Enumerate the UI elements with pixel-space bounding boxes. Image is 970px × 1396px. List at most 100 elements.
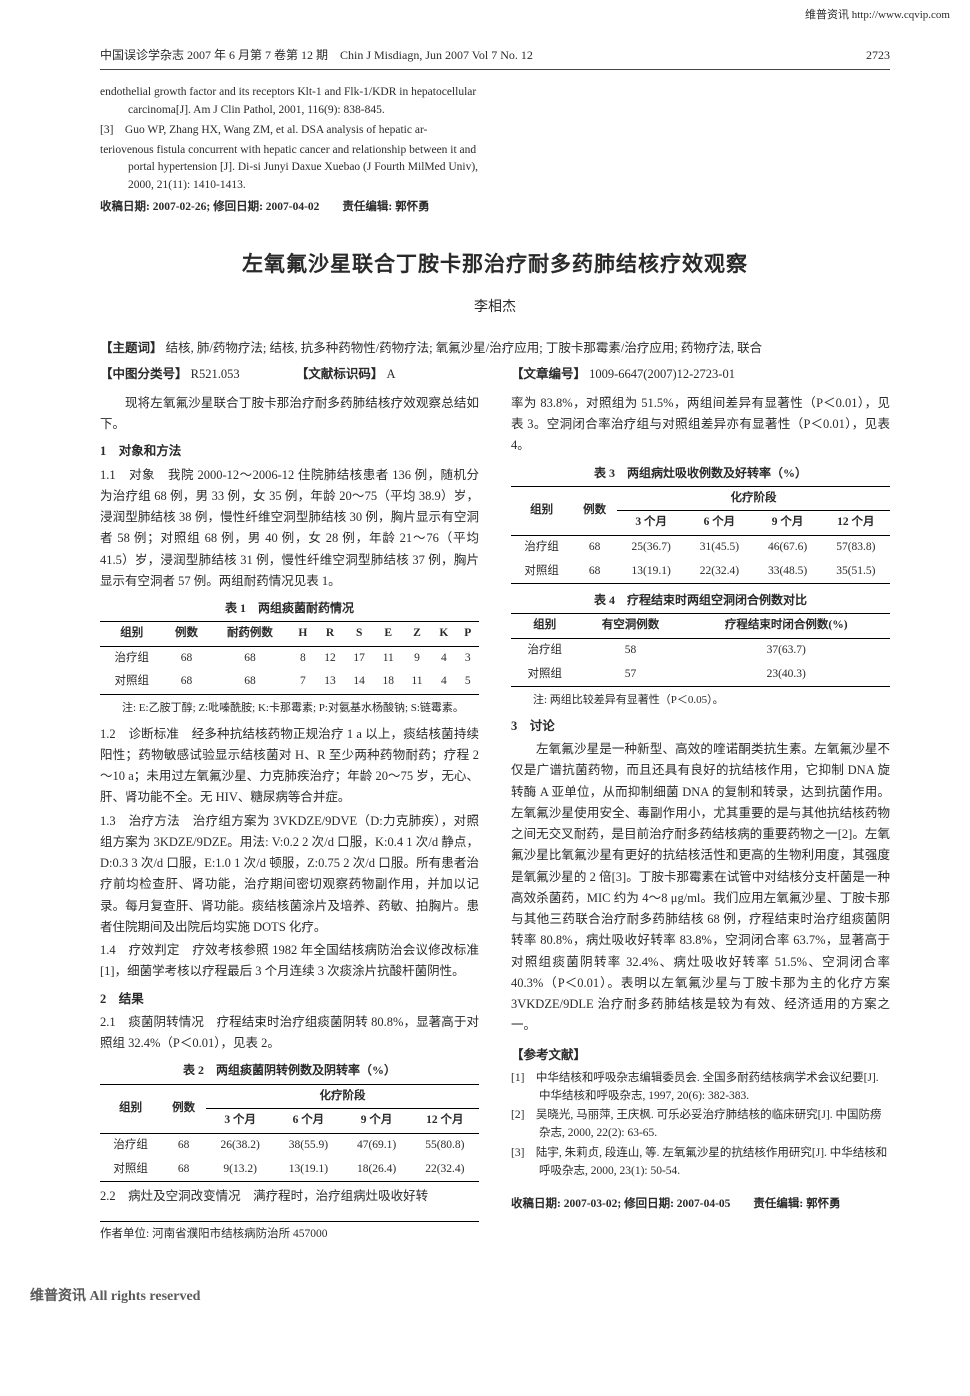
t1-c: 68 <box>210 646 291 670</box>
t3-hl1: 例数 <box>572 486 617 535</box>
t1-c: 13 <box>316 670 345 694</box>
prev-ref-1: endothelial growth factor and its recept… <box>100 84 479 120</box>
s22: 2.2 病灶及空洞改变情况 满疗程时，治疗组病灶吸收好转 <box>100 1186 479 1207</box>
t4-c: 57 <box>578 663 682 687</box>
prev-ref-3: teriovenous fistula concurrent with hepa… <box>100 142 479 195</box>
ref-2: [2] 吴晓光, 马丽萍, 王庆枫. 可乐必妥治疗肺结核的临床研究[J]. 中国… <box>511 1107 890 1143</box>
section-2-heading: 2 结果 <box>100 989 479 1010</box>
table-1: 组别 例数 耐药例数 H R S E Z K P 治疗组 68 68 8 12 <box>100 621 479 695</box>
section-3-heading: 3 讨论 <box>511 716 890 737</box>
table-3-title: 表 3 两组病灶吸收例数及好转率（%） <box>511 463 890 483</box>
t3-c: 33(48.5) <box>754 560 822 584</box>
t1-c: 5 <box>457 670 479 694</box>
t4-h1: 有空洞例数 <box>578 614 682 639</box>
t3-s1: 6 个月 <box>685 511 753 536</box>
t2-c: 47(69.1) <box>343 1133 411 1157</box>
artno-val: 1009-6647(2007)12-2723-01 <box>589 367 735 381</box>
keywords-line: 【主题词】 结核, 肺/药物疗法; 结核, 抗多种药物性/药物疗法; 氧氟沙星/… <box>100 338 890 359</box>
t1-c: 14 <box>345 670 374 694</box>
t3-c: 13(19.1) <box>617 560 685 584</box>
table-4-title: 表 4 疗程结束时两组空洞闭合例数对比 <box>511 590 890 610</box>
t2-c: 26(38.2) <box>206 1133 274 1157</box>
t1-h4: R <box>316 622 345 647</box>
article-title: 左氧氟沙星联合丁胺卡那治疗耐多药肺结核疗效观察 <box>100 247 890 283</box>
artno-row: 【文章编号】 1009-6647(2007)12-2723-01 <box>511 364 890 385</box>
t2-hl0: 组别 <box>100 1084 161 1133</box>
article-two-column: 【中图分类号】 R521.053 【文献标识码】 A 现将左氧氟沙星联合丁胺卡那… <box>100 364 890 1245</box>
prev-recv-line: 收稿日期: 2007-02-26; 修回日期: 2007-04-02 责任编辑:… <box>100 199 479 217</box>
discussion: 左氧氟沙星是一种新型、高效的喹诺酮类抗生素。左氧氟沙星不仅是广谱抗菌药物，而且还… <box>511 739 890 1037</box>
prev-article-tail: endothelial growth factor and its recept… <box>100 84 890 219</box>
t1-c: 11 <box>403 670 431 694</box>
article-author: 李相杰 <box>100 296 890 320</box>
t1-c: 9 <box>403 646 431 670</box>
table-3: 组别 例数 化疗阶段 3 个月 6 个月 9 个月 12 个月 治疗组 68 2… <box>511 486 890 584</box>
journal-header-left: 中国误诊学杂志 2007 年 6 月第 7 卷第 12 期 Chin J Mis… <box>100 45 533 65</box>
references-heading: 【参考文献】 <box>511 1045 890 1066</box>
docid-val: A <box>387 367 396 381</box>
t3-s2: 9 个月 <box>754 511 822 536</box>
bottom-watermark: 维普资讯 All rights reserved <box>0 1275 970 1327</box>
t3-c: 68 <box>572 560 617 584</box>
t1-c: 8 <box>290 646 315 670</box>
t3-c: 25(36.7) <box>617 535 685 559</box>
docid-label: 【文献标识码】 <box>296 367 384 381</box>
t3-c: 31(45.5) <box>685 535 753 559</box>
col2-cont: 率为 83.8%，对照组为 51.5%，两组间差异有显著性（P＜0.01），见表… <box>511 393 890 457</box>
table-3-block: 表 3 两组病灶吸收例数及好转率（%） 组别 例数 化疗阶段 3 个月 6 个月… <box>511 463 890 585</box>
t2-stage-label: 化疗阶段 <box>206 1084 479 1109</box>
section-1-heading: 1 对象和方法 <box>100 441 479 462</box>
t2-c: 38(55.9) <box>274 1133 342 1157</box>
t2-c: 22(32.4) <box>411 1158 479 1182</box>
top-watermark: 维普资讯 http://www.cqvip.com <box>0 0 970 25</box>
t1-c: 3 <box>457 646 479 670</box>
page-number: 2723 <box>866 45 890 65</box>
table-2: 组别 例数 化疗阶段 3 个月 6 个月 9 个月 12 个月 治疗组 68 2… <box>100 1084 479 1182</box>
t3-s3: 12 个月 <box>822 511 890 536</box>
t3-c: 68 <box>572 535 617 559</box>
t4-c: 治疗组 <box>511 639 578 663</box>
t3-c: 治疗组 <box>511 535 572 559</box>
running-header: 中国误诊学杂志 2007 年 6 月第 7 卷第 12 期 Chin J Mis… <box>100 45 890 70</box>
class-val: R521.053 <box>191 367 240 381</box>
t2-c: 68 <box>161 1133 206 1157</box>
table-1-title: 表 1 两组痰菌耐药情况 <box>100 598 479 618</box>
page-body: 中国误诊学杂志 2007 年 6 月第 7 卷第 12 期 Chin J Mis… <box>0 25 970 1275</box>
t1-c: 对照组 <box>100 670 163 694</box>
keywords-text: 结核, 肺/药物疗法; 结核, 抗多种药物性/药物疗法; 氧氟沙星/治疗应用; … <box>166 341 763 355</box>
t1-h0: 组别 <box>100 622 163 647</box>
table-1-block: 表 1 两组痰菌耐药情况 组别 例数 耐药例数 H R S E Z K P 治疗… <box>100 598 479 718</box>
t3-hl0: 组别 <box>511 486 572 535</box>
table-1-note: 注: E:乙胺丁醇; Z:吡嗪酰胺; K:卡那霉素; P:对氨基水杨酸钠; S:… <box>100 699 479 718</box>
artno-label: 【文章编号】 <box>511 367 586 381</box>
t3-c: 22(32.4) <box>685 560 753 584</box>
t3-s0: 3 个月 <box>617 511 685 536</box>
t4-c: 37(63.7) <box>682 639 890 663</box>
t1-c: 18 <box>374 670 403 694</box>
receive-line: 收稿日期: 2007-03-02; 修回日期: 2007-04-05 责任编辑:… <box>511 1195 890 1215</box>
s14: 1.4 疗效判定 疗效考核参照 1982 年全国结核病防治会议修改标准[1]，细… <box>100 940 479 983</box>
t3-c: 对照组 <box>511 560 572 584</box>
t4-c: 58 <box>578 639 682 663</box>
t1-c: 4 <box>431 670 456 694</box>
t1-h8: K <box>431 622 456 647</box>
t2-c: 13(19.1) <box>274 1158 342 1182</box>
t1-c: 12 <box>316 646 345 670</box>
t3-c: 35(51.5) <box>822 560 890 584</box>
t1-c: 17 <box>345 646 374 670</box>
class-label: 【中图分类号】 <box>100 367 188 381</box>
table-4-note: 注: 两组比较差异有显著性（P＜0.05）。 <box>511 691 890 710</box>
s13: 1.3 治疗方法 治疗组方案为 3VKDZE/9DVE（D:力克肺疾），对照组方… <box>100 811 479 939</box>
s21: 2.1 痰菌阴转情况 疗程结束时治疗组痰菌阴转 80.8%，显著高于对照组 32… <box>100 1012 479 1055</box>
ref-1: [1] 中华结核和呼吸杂志编辑委员会. 全国多耐药结核病学术会议纪要[J]. 中… <box>511 1070 890 1106</box>
t2-s2: 9 个月 <box>343 1109 411 1134</box>
prev-ref-2: [3] Guo WP, Zhang HX, Wang ZM, et al. DS… <box>100 122 479 140</box>
t4-h0: 组别 <box>511 614 578 639</box>
table-4: 组别 有空洞例数 疗程结束时闭合例数(%) 治疗组 58 37(63.7) 对照… <box>511 613 890 687</box>
t2-c: 对照组 <box>100 1158 161 1182</box>
author-unit: 作者单位: 河南省濮阳市结核病防治所 457000 <box>100 1221 479 1245</box>
table-2-title: 表 2 两组痰菌阴转例数及阴转率（%） <box>100 1060 479 1080</box>
t2-s0: 3 个月 <box>206 1109 274 1134</box>
t1-h1: 例数 <box>163 622 209 647</box>
t4-h2: 疗程结束时闭合例数(%) <box>682 614 890 639</box>
